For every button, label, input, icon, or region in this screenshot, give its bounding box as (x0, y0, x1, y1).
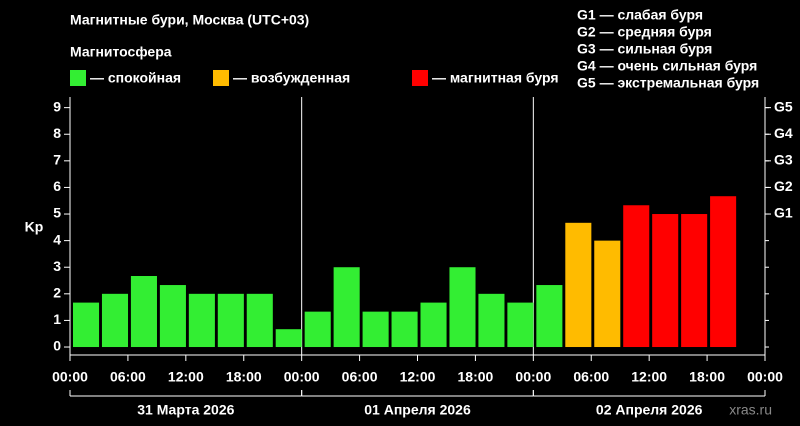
storm-legend-label: G4 — очень сильная буря (577, 58, 757, 74)
bar (130, 276, 157, 348)
day-label: 02 Апреля 2026 (596, 402, 703, 418)
x-tick-label: 12:00 (400, 369, 436, 385)
bar (275, 329, 302, 348)
y-tick-label: 9 (53, 98, 61, 114)
y2-tick-label: G3 (774, 152, 793, 168)
bar (304, 311, 331, 348)
bar (507, 302, 534, 348)
legend-label: — возбужденная (233, 70, 350, 86)
day-label: 01 Апреля 2026 (364, 402, 471, 418)
x-tick-label: 00:00 (284, 369, 320, 385)
bar (681, 214, 708, 348)
x-tick-label: 00:00 (52, 369, 88, 385)
y2-tick-label: G5 (774, 98, 793, 114)
bar (217, 293, 244, 348)
subtitle: Магнитосфера (70, 44, 172, 60)
bar (449, 267, 476, 348)
x-tick-label: 06:00 (110, 369, 146, 385)
storm-legend-label: G1 — слабая буря (577, 7, 703, 23)
storm-legend-label: G5 — экстремальная буря (577, 75, 759, 91)
bar (420, 302, 447, 348)
x-tick-label: 18:00 (226, 369, 262, 385)
legend-swatch (213, 70, 229, 86)
bar (536, 285, 563, 348)
y-tick-label: 6 (53, 178, 61, 194)
bar (101, 293, 129, 348)
bar (391, 311, 418, 348)
bar (710, 196, 737, 348)
bar (333, 267, 360, 348)
y-axis-label: Kp (25, 219, 44, 235)
y-tick-label: 3 (53, 258, 61, 274)
storm-legend-label: G3 — сильная буря (577, 41, 712, 57)
day-label: 31 Марта 2026 (137, 402, 234, 418)
y-tick-label: 7 (53, 152, 61, 168)
bar (623, 205, 650, 348)
y2-tick-label: G2 (774, 178, 793, 194)
y-tick-label: 4 (53, 231, 61, 247)
legend-label: — магнитная буря (432, 70, 559, 86)
bar (362, 311, 389, 348)
x-tick-label: 06:00 (573, 369, 609, 385)
x-tick-label: 12:00 (168, 369, 204, 385)
x-tick-label: 06:00 (342, 369, 378, 385)
x-tick-label: 00:00 (747, 369, 783, 385)
y-tick-label: 0 (53, 338, 61, 354)
y-tick-label: 5 (53, 205, 61, 221)
x-tick-label: 00:00 (515, 369, 551, 385)
legend-swatch (412, 70, 428, 86)
bar (594, 240, 621, 348)
watermark: xras.ru (729, 402, 772, 418)
x-tick-label: 12:00 (631, 369, 667, 385)
bar (159, 285, 186, 348)
storm-legend-label: G2 — средняя буря (577, 24, 712, 40)
bar (565, 222, 592, 348)
y2-tick-label: G1 (774, 205, 793, 221)
bar (478, 293, 505, 348)
legend-label: — спокойная (90, 70, 181, 86)
y2-tick-label: G4 (774, 125, 793, 141)
bar (246, 293, 273, 348)
chart-title: Магнитные бури, Москва (UTC+03) (70, 12, 309, 28)
y-tick-label: 2 (53, 285, 61, 301)
y-tick-label: 1 (53, 311, 61, 327)
bar (652, 214, 679, 348)
bar (188, 293, 215, 348)
y-tick-label: 8 (53, 125, 61, 141)
x-tick-label: 18:00 (689, 369, 725, 385)
x-tick-label: 18:00 (458, 369, 494, 385)
bar (73, 302, 100, 348)
legend-swatch (70, 70, 86, 86)
